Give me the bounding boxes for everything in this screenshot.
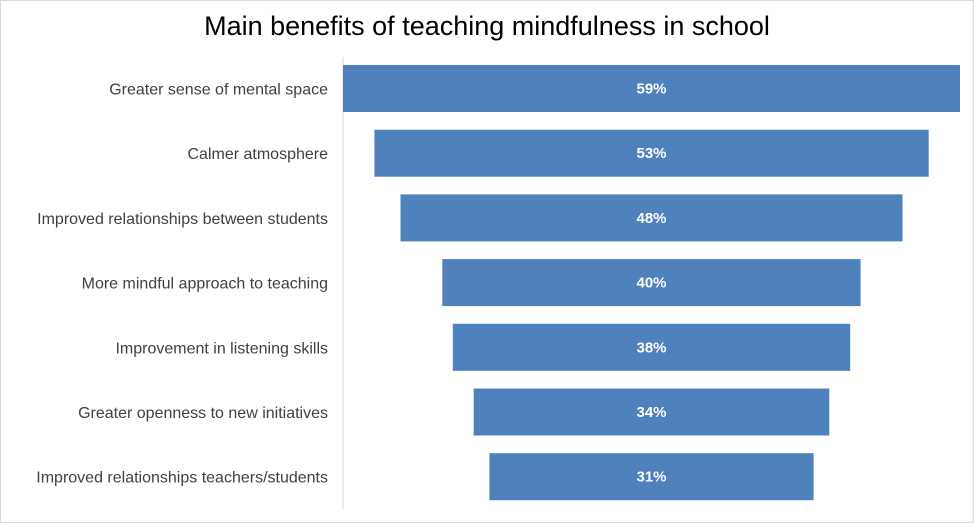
data-label-2: 48% xyxy=(636,210,666,227)
bar-6 xyxy=(489,453,814,501)
category-label-1: Calmer atmosphere xyxy=(188,146,329,163)
data-label-1: 53% xyxy=(636,145,666,162)
bar-1 xyxy=(374,129,929,177)
bar-2 xyxy=(400,194,903,242)
category-label-4: Improvement in listening skills xyxy=(115,340,328,357)
category-label-0: Greater sense of mental space xyxy=(109,82,328,99)
data-label-5: 34% xyxy=(636,404,666,421)
bar-4 xyxy=(452,323,851,371)
chart-title: Main benefits of teaching mindfulness in… xyxy=(204,11,770,41)
bar-5 xyxy=(473,388,830,436)
bars-layer: 59% Greater sense of mental space 53% Calme… xyxy=(36,65,960,501)
bar-3 xyxy=(442,259,861,307)
bar-0 xyxy=(343,65,960,112)
category-label-5: Greater openness to new initiatives xyxy=(78,405,328,422)
data-label-3: 40% xyxy=(636,275,666,292)
category-label-2: Improved relationships between students xyxy=(37,211,328,228)
data-label-4: 38% xyxy=(636,339,666,356)
category-label-3: More mindful approach to teaching xyxy=(82,276,328,293)
data-label-6: 31% xyxy=(636,469,666,486)
data-label-0: 59% xyxy=(636,81,666,98)
category-label-6: Improved relationships teachers/students xyxy=(36,470,328,487)
